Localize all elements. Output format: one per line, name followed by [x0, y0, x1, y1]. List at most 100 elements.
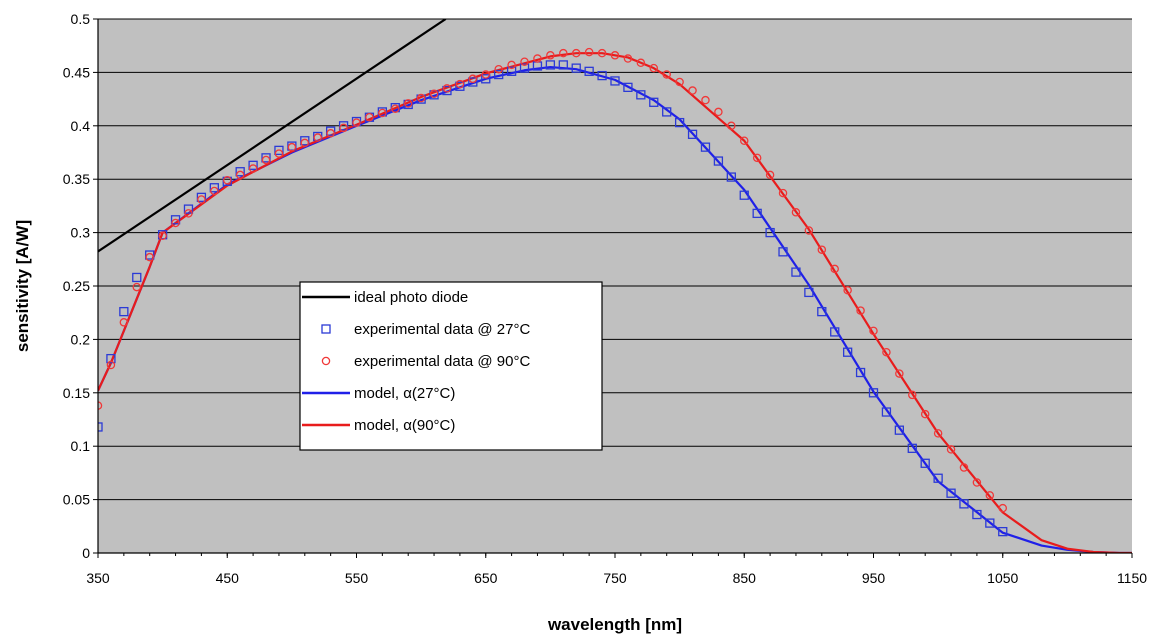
legend-swatch: [321, 324, 331, 334]
data-point: [610, 76, 620, 86]
x-axis-title: wavelength [nm]: [547, 615, 682, 634]
data-point: [907, 443, 917, 453]
legend-label: experimental data @ 90°C: [354, 353, 530, 370]
data-point: [235, 170, 245, 180]
x-tick-label: 1150: [1117, 570, 1147, 586]
data-point: [739, 190, 749, 200]
data-point: [519, 63, 530, 73]
data-point: [455, 81, 465, 91]
data-point: [894, 425, 904, 435]
data-point: [675, 77, 684, 87]
data-point: [920, 458, 930, 468]
data-point: [791, 208, 801, 217]
data-point: [210, 186, 219, 196]
data-point: [752, 153, 762, 163]
data-point: [998, 503, 1008, 513]
data-point: [352, 118, 361, 127]
data-point: [584, 66, 594, 76]
data-point: [235, 167, 245, 177]
data-point: [274, 145, 284, 156]
data-point: [571, 63, 581, 73]
data-point: [481, 70, 490, 79]
data-point: [326, 129, 335, 138]
data-point: [545, 60, 556, 70]
data-point: [287, 142, 297, 152]
legend-label: experimental data @ 27°C: [354, 321, 530, 338]
data-point: [778, 188, 788, 198]
data-point: [571, 48, 581, 58]
y-tick-label: 0.05: [63, 492, 90, 508]
data-point: [455, 79, 465, 89]
data-point: [687, 129, 698, 139]
tick-labels: 0 0.05 0.1 0.15 0.2 0.25 0.3 0.35 0.4 0.45 0.5 350 4…: [63, 11, 1148, 586]
y-tick-label: 0.15: [63, 385, 90, 401]
data-point: [933, 473, 943, 483]
data-point: [920, 409, 930, 419]
data-point: [998, 526, 1008, 537]
data-point: [300, 136, 310, 146]
data-point: [274, 149, 284, 158]
x-tick-label: 450: [216, 570, 240, 586]
data-point: [170, 215, 181, 225]
data-point: [429, 89, 439, 99]
data-point: [533, 54, 542, 63]
data-point: [636, 90, 646, 100]
data-point: [338, 121, 349, 131]
data-point: [830, 327, 840, 337]
data-point: [481, 74, 491, 84]
data-point: [713, 156, 724, 166]
x-tick-label: 550: [345, 570, 369, 586]
data-point: [597, 48, 607, 58]
data-point: [546, 51, 555, 60]
y-tick-label: 0.1: [71, 438, 91, 454]
data-point: [196, 192, 207, 203]
data-point: [248, 160, 258, 170]
data-point: [985, 491, 995, 500]
y-axis-title: sensitivity [A/W]: [13, 220, 32, 352]
axes: [93, 18, 1133, 558]
data-point: [843, 347, 853, 357]
series-line: [98, 19, 447, 253]
data-point: [559, 48, 568, 58]
data-point: [856, 306, 865, 315]
data-point: [610, 51, 620, 60]
legend-label: ideal photo diode: [354, 289, 468, 306]
data-point: [972, 478, 982, 487]
data-point: [98, 422, 103, 432]
data-point: [765, 227, 775, 238]
data-point: [688, 86, 697, 95]
data-point: [649, 97, 659, 107]
data-point: [261, 153, 271, 163]
data-point: [908, 390, 917, 400]
data-point: [804, 226, 814, 235]
data-point: [740, 136, 749, 146]
data-point: [209, 183, 219, 193]
data-point: [946, 488, 956, 498]
data-point: [895, 369, 904, 378]
y-tick-label: 0.35: [63, 171, 90, 187]
data-point: [197, 195, 206, 204]
data-point: [391, 104, 400, 113]
data-point: [869, 326, 878, 336]
data-point: [727, 121, 736, 131]
data-point: [442, 85, 452, 96]
data-point: [468, 74, 478, 84]
x-tick-label: 750: [603, 570, 627, 586]
y-tick-label: 0.2: [71, 331, 91, 347]
data-point: [933, 429, 943, 438]
y-tick-label: 0.45: [63, 64, 90, 80]
legend-label: model, α(27°C): [354, 385, 455, 402]
data-point: [817, 245, 827, 254]
data-point: [700, 142, 711, 152]
data-point: [248, 164, 258, 173]
data-point: [959, 499, 969, 509]
data-point: [946, 445, 956, 454]
data-point: [325, 126, 336, 136]
legend-item-experimental-data-90-c: experimental data @ 90°C: [321, 353, 530, 370]
x-tick-label: 1050: [987, 570, 1018, 586]
data-point: [300, 138, 310, 148]
data-point: [132, 282, 142, 292]
data-point: [106, 353, 116, 364]
series-ideal-photo-diode: [98, 19, 447, 253]
